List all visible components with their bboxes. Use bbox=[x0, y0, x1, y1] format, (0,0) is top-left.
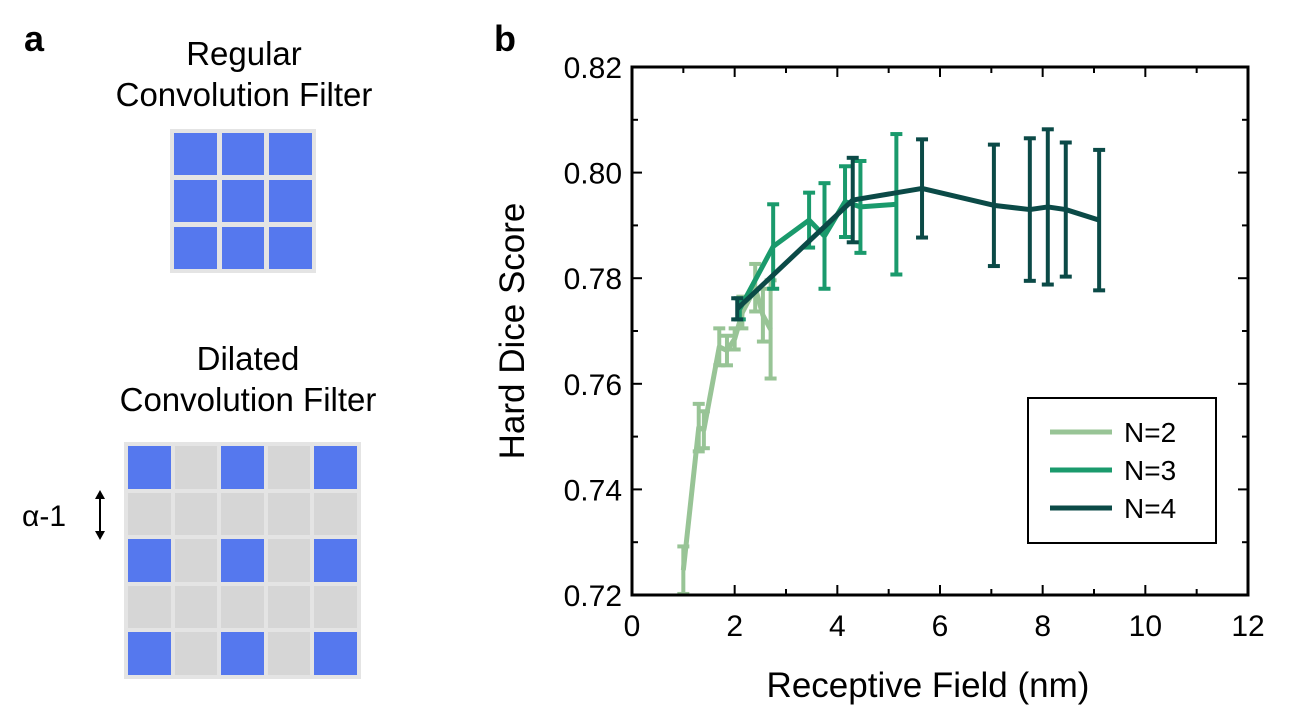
x-tick-label: 2 bbox=[726, 610, 743, 643]
filter-cell-active bbox=[128, 539, 171, 582]
x-tick-label: 10 bbox=[1129, 610, 1162, 643]
legend-label: N=3 bbox=[1124, 455, 1176, 486]
legend-label: N=2 bbox=[1124, 417, 1176, 448]
filter-cell-inactive bbox=[221, 492, 264, 536]
plot-frame bbox=[630, 65, 1250, 597]
y-tick-label: 0.78 bbox=[564, 263, 622, 296]
filter-cell-active bbox=[174, 180, 217, 222]
x-tick-label: 12 bbox=[1231, 610, 1264, 643]
series-line bbox=[735, 185, 1100, 311]
filter-cell-inactive bbox=[174, 492, 218, 536]
filter-cell-active bbox=[174, 133, 217, 175]
filter-cell-inactive bbox=[221, 585, 264, 629]
filter-cell-active bbox=[221, 446, 264, 489]
panel-label-b: b bbox=[494, 18, 516, 59]
filter-cell-active bbox=[128, 632, 171, 675]
filter-cell-inactive bbox=[267, 632, 311, 675]
y-tick-label: 0.76 bbox=[564, 369, 622, 402]
x-tick-label: 8 bbox=[1034, 610, 1051, 643]
dilated-filter-title-line1: Dilated bbox=[196, 340, 300, 377]
dilation-spacing-label: α-1 bbox=[22, 500, 67, 533]
filter-cell-inactive bbox=[174, 539, 218, 582]
filter-cell-active bbox=[269, 227, 312, 269]
regular-filter-grid bbox=[170, 129, 316, 273]
filter-cell-active bbox=[221, 180, 265, 222]
filter-cell-active bbox=[221, 632, 264, 675]
filter-cell-inactive bbox=[267, 446, 311, 489]
legend-label: N=4 bbox=[1124, 493, 1176, 524]
y-tick-label: 0.80 bbox=[564, 158, 622, 191]
filter-cell-inactive bbox=[128, 585, 171, 629]
y-tick-label: 0.72 bbox=[564, 580, 622, 613]
filter-cell-inactive bbox=[314, 492, 357, 536]
dilated-filter-grid bbox=[124, 442, 361, 679]
dilated-filter-title: Dilated Convolution Filter bbox=[78, 338, 418, 420]
filter-cell-inactive bbox=[174, 446, 218, 489]
series-N=2 bbox=[677, 261, 777, 595]
filter-cell-inactive bbox=[128, 492, 171, 536]
x-tick-label: 0 bbox=[624, 610, 641, 643]
double-arrow-icon bbox=[95, 490, 105, 540]
filter-cell-active bbox=[128, 446, 171, 489]
x-axis-label: Receptive Field (nm) bbox=[767, 666, 1090, 705]
filter-cell-active bbox=[221, 133, 265, 175]
series-line bbox=[680, 285, 773, 571]
filter-cell-inactive bbox=[267, 492, 311, 536]
filter-cell-active bbox=[221, 227, 265, 269]
filter-cell-inactive bbox=[267, 539, 311, 582]
y-tick-label: 0.82 bbox=[564, 52, 622, 85]
filter-cell-active bbox=[314, 446, 357, 489]
dilated-filter-title-line2: Convolution Filter bbox=[119, 381, 377, 418]
filter-cell-inactive bbox=[314, 585, 357, 629]
filter-cell-inactive bbox=[174, 632, 218, 675]
filter-cell-active bbox=[269, 180, 312, 222]
filter-cell-active bbox=[314, 539, 357, 582]
y-axis-label: Hard Dice Score bbox=[493, 203, 532, 460]
regular-filter-title-line1: Regular bbox=[186, 35, 302, 72]
filter-cell-inactive bbox=[174, 585, 218, 629]
series-N=4 bbox=[731, 127, 1106, 322]
regular-filter-title-line2: Convolution Filter bbox=[115, 76, 373, 113]
filter-cell-active bbox=[269, 133, 312, 175]
filter-cell-active bbox=[221, 539, 264, 582]
filter-cell-active bbox=[174, 227, 217, 269]
regular-filter-title: Regular Convolution Filter bbox=[74, 33, 414, 115]
filter-cell-active bbox=[314, 632, 357, 675]
series-line bbox=[737, 199, 897, 311]
panel-label-a: a bbox=[24, 18, 45, 59]
filter-cell-inactive bbox=[267, 585, 311, 629]
y-tick-label: 0.74 bbox=[564, 474, 622, 507]
x-tick-label: 6 bbox=[932, 610, 949, 643]
x-tick-label: 4 bbox=[829, 610, 846, 643]
